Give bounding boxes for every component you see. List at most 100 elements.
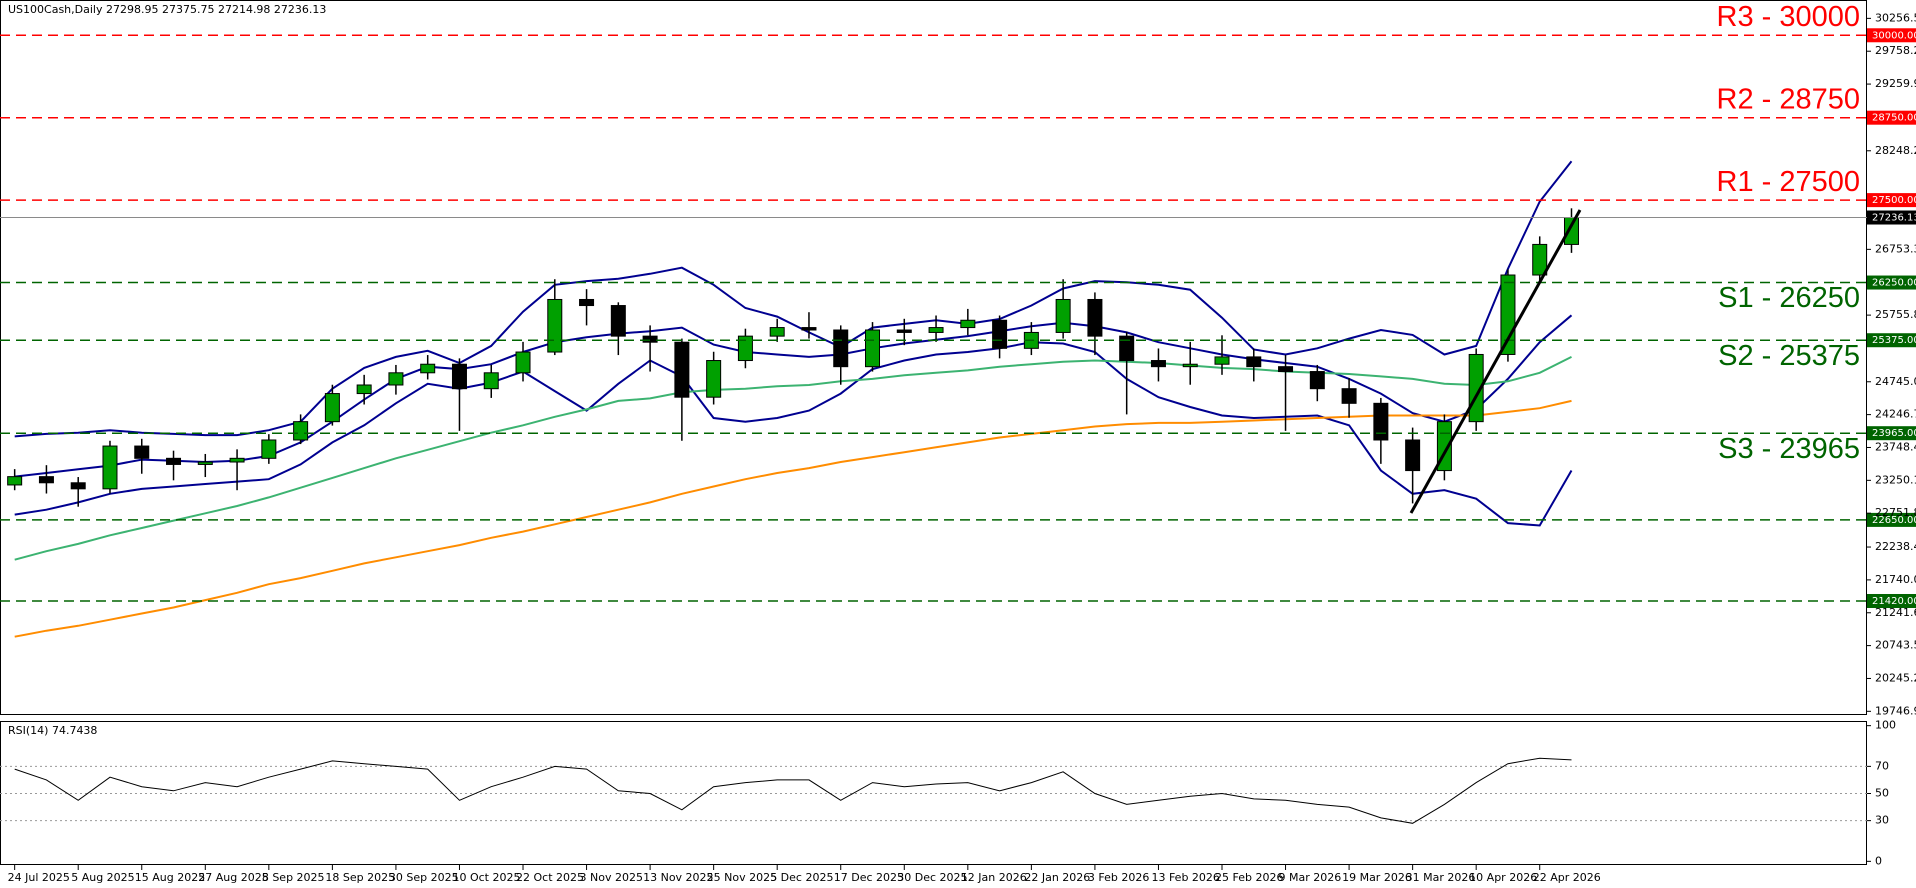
x-tick-label: 9 Mar 2026 bbox=[1279, 871, 1342, 884]
y-tick-label: 28248.20 bbox=[1875, 144, 1916, 157]
x-tick-label: 10 Oct 2025 bbox=[452, 871, 520, 884]
candle-body bbox=[1405, 439, 1421, 472]
candle-body bbox=[7, 476, 23, 486]
chart-title: US100Cash,Daily 27298.95 27375.75 27214.… bbox=[8, 3, 326, 16]
rsi-line bbox=[14, 757, 1572, 824]
x-tick-label: 27 Aug 2025 bbox=[198, 871, 268, 884]
y-tick-label: 21241.60 bbox=[1875, 606, 1916, 619]
indicator-line bbox=[14, 341, 1573, 527]
candle-body bbox=[1532, 243, 1548, 276]
candle-body bbox=[928, 327, 944, 333]
y-tick-label: 23250.10 bbox=[1875, 473, 1916, 486]
y-tick-label: 70 bbox=[1875, 759, 1889, 772]
x-tick-label: 31 Mar 2026 bbox=[1406, 871, 1476, 884]
level-box-label: 27500.00 bbox=[1872, 195, 1916, 206]
candle-body bbox=[1278, 366, 1294, 373]
candle-body bbox=[356, 384, 372, 395]
candle-body bbox=[833, 329, 849, 368]
candle-body bbox=[896, 329, 912, 333]
x-tick-label: 8 Sep 2025 bbox=[262, 871, 325, 884]
y-tick-label: 22751.80 bbox=[1875, 506, 1916, 519]
level-name: S2 - 25375 bbox=[1718, 340, 1860, 372]
y-tick-label: 22238.40 bbox=[1875, 540, 1916, 553]
y-tick-label: 20245.20 bbox=[1875, 671, 1916, 684]
level-box bbox=[1867, 593, 1916, 608]
candle-body bbox=[1341, 388, 1357, 404]
x-tick-label: 25 Feb 2026 bbox=[1215, 871, 1283, 884]
x-tick-label: 13 Feb 2026 bbox=[1151, 871, 1219, 884]
level-box bbox=[1867, 333, 1916, 348]
x-tick-label: 12 Jan 2026 bbox=[961, 871, 1027, 884]
candle-body bbox=[547, 298, 563, 353]
y-tick-label: 30 bbox=[1875, 814, 1889, 827]
x-tick-label: 10 Apr 2026 bbox=[1469, 871, 1537, 884]
current-price-box bbox=[1867, 210, 1916, 225]
candle-body bbox=[102, 445, 118, 490]
level-name: R3 - 30000 bbox=[1717, 1, 1861, 33]
candle-body bbox=[801, 327, 817, 331]
candle-body bbox=[642, 335, 658, 343]
candle-body bbox=[483, 372, 499, 390]
y-tick-label: 20743.50 bbox=[1875, 639, 1916, 652]
level-box bbox=[1867, 275, 1916, 290]
candle-body bbox=[579, 298, 595, 307]
price-panel bbox=[0, 0, 1867, 715]
x-tick-label: 3 Nov 2025 bbox=[580, 871, 643, 884]
candle-body bbox=[70, 482, 86, 490]
candle-body bbox=[610, 305, 626, 337]
candle-body bbox=[197, 461, 213, 465]
candle-body bbox=[865, 329, 881, 368]
x-tick-label: 5 Dec 2025 bbox=[770, 871, 833, 884]
candle-body bbox=[960, 319, 976, 329]
candle-body bbox=[769, 327, 785, 337]
level-box bbox=[1867, 28, 1916, 43]
indicator-line bbox=[14, 160, 1573, 438]
x-tick-label: 17 Dec 2025 bbox=[834, 871, 904, 884]
candle-body bbox=[1150, 360, 1166, 368]
x-tick-label: 22 Oct 2025 bbox=[516, 871, 584, 884]
y-tick-label: 30256.50 bbox=[1875, 11, 1916, 24]
y-tick-label: 24246.70 bbox=[1875, 408, 1916, 421]
level-box-label: 30000.00 bbox=[1872, 30, 1916, 41]
x-tick-label: 30 Sep 2025 bbox=[389, 871, 459, 884]
y-tick-label: 29259.90 bbox=[1875, 77, 1916, 90]
x-tick-label: 5 Aug 2025 bbox=[71, 871, 134, 884]
candle-body bbox=[737, 335, 753, 362]
trend-line bbox=[1409, 209, 1582, 514]
candle-body bbox=[674, 341, 690, 398]
current-price-label: 27236.13 bbox=[1872, 213, 1916, 224]
candle-body bbox=[1309, 371, 1325, 390]
candle-body bbox=[515, 351, 531, 374]
level-box bbox=[1867, 512, 1916, 527]
y-tick-label: 23748.40 bbox=[1875, 440, 1916, 453]
x-tick-label: 30 Dec 2025 bbox=[897, 871, 967, 884]
candle-body bbox=[1119, 335, 1135, 362]
y-tick-label: 26753.30 bbox=[1875, 242, 1916, 255]
x-tick-label: 15 Aug 2025 bbox=[135, 871, 205, 884]
x-tick-label: 13 Nov 2025 bbox=[643, 871, 713, 884]
overlay: 27236.13 30000.00 R3 - 30000 28750.00 R2 - 2… bbox=[1717, 1, 1916, 608]
candle-body bbox=[420, 363, 436, 374]
plot bbox=[0, 34, 1867, 824]
candle-body bbox=[1500, 274, 1516, 355]
rsi-title: RSI(14) 74.7438 bbox=[8, 724, 97, 737]
level-name: S1 - 26250 bbox=[1718, 282, 1860, 314]
candle-body bbox=[324, 393, 340, 423]
candle-body bbox=[1087, 298, 1103, 337]
x-tick-label: 24 Jul 2025 bbox=[8, 871, 70, 884]
candle-body bbox=[166, 457, 182, 465]
y-tick-label: 21740.00 bbox=[1875, 573, 1916, 586]
x-tick-label: 18 Sep 2025 bbox=[325, 871, 395, 884]
level-box-label: 28750.00 bbox=[1872, 113, 1916, 124]
candle-body bbox=[134, 445, 150, 459]
level-name: S3 - 23965 bbox=[1718, 433, 1860, 465]
level-box-label: 26250.00 bbox=[1872, 278, 1916, 289]
y-tick-label: 29758.20 bbox=[1875, 44, 1916, 57]
y-tick-label: 0 bbox=[1875, 854, 1882, 867]
candle-body bbox=[1055, 298, 1071, 333]
level-box-label: 23965.00 bbox=[1872, 428, 1916, 439]
candle-body bbox=[451, 363, 467, 390]
level-box bbox=[1867, 110, 1916, 125]
candle-body bbox=[1182, 363, 1198, 368]
candle-body bbox=[388, 372, 404, 386]
